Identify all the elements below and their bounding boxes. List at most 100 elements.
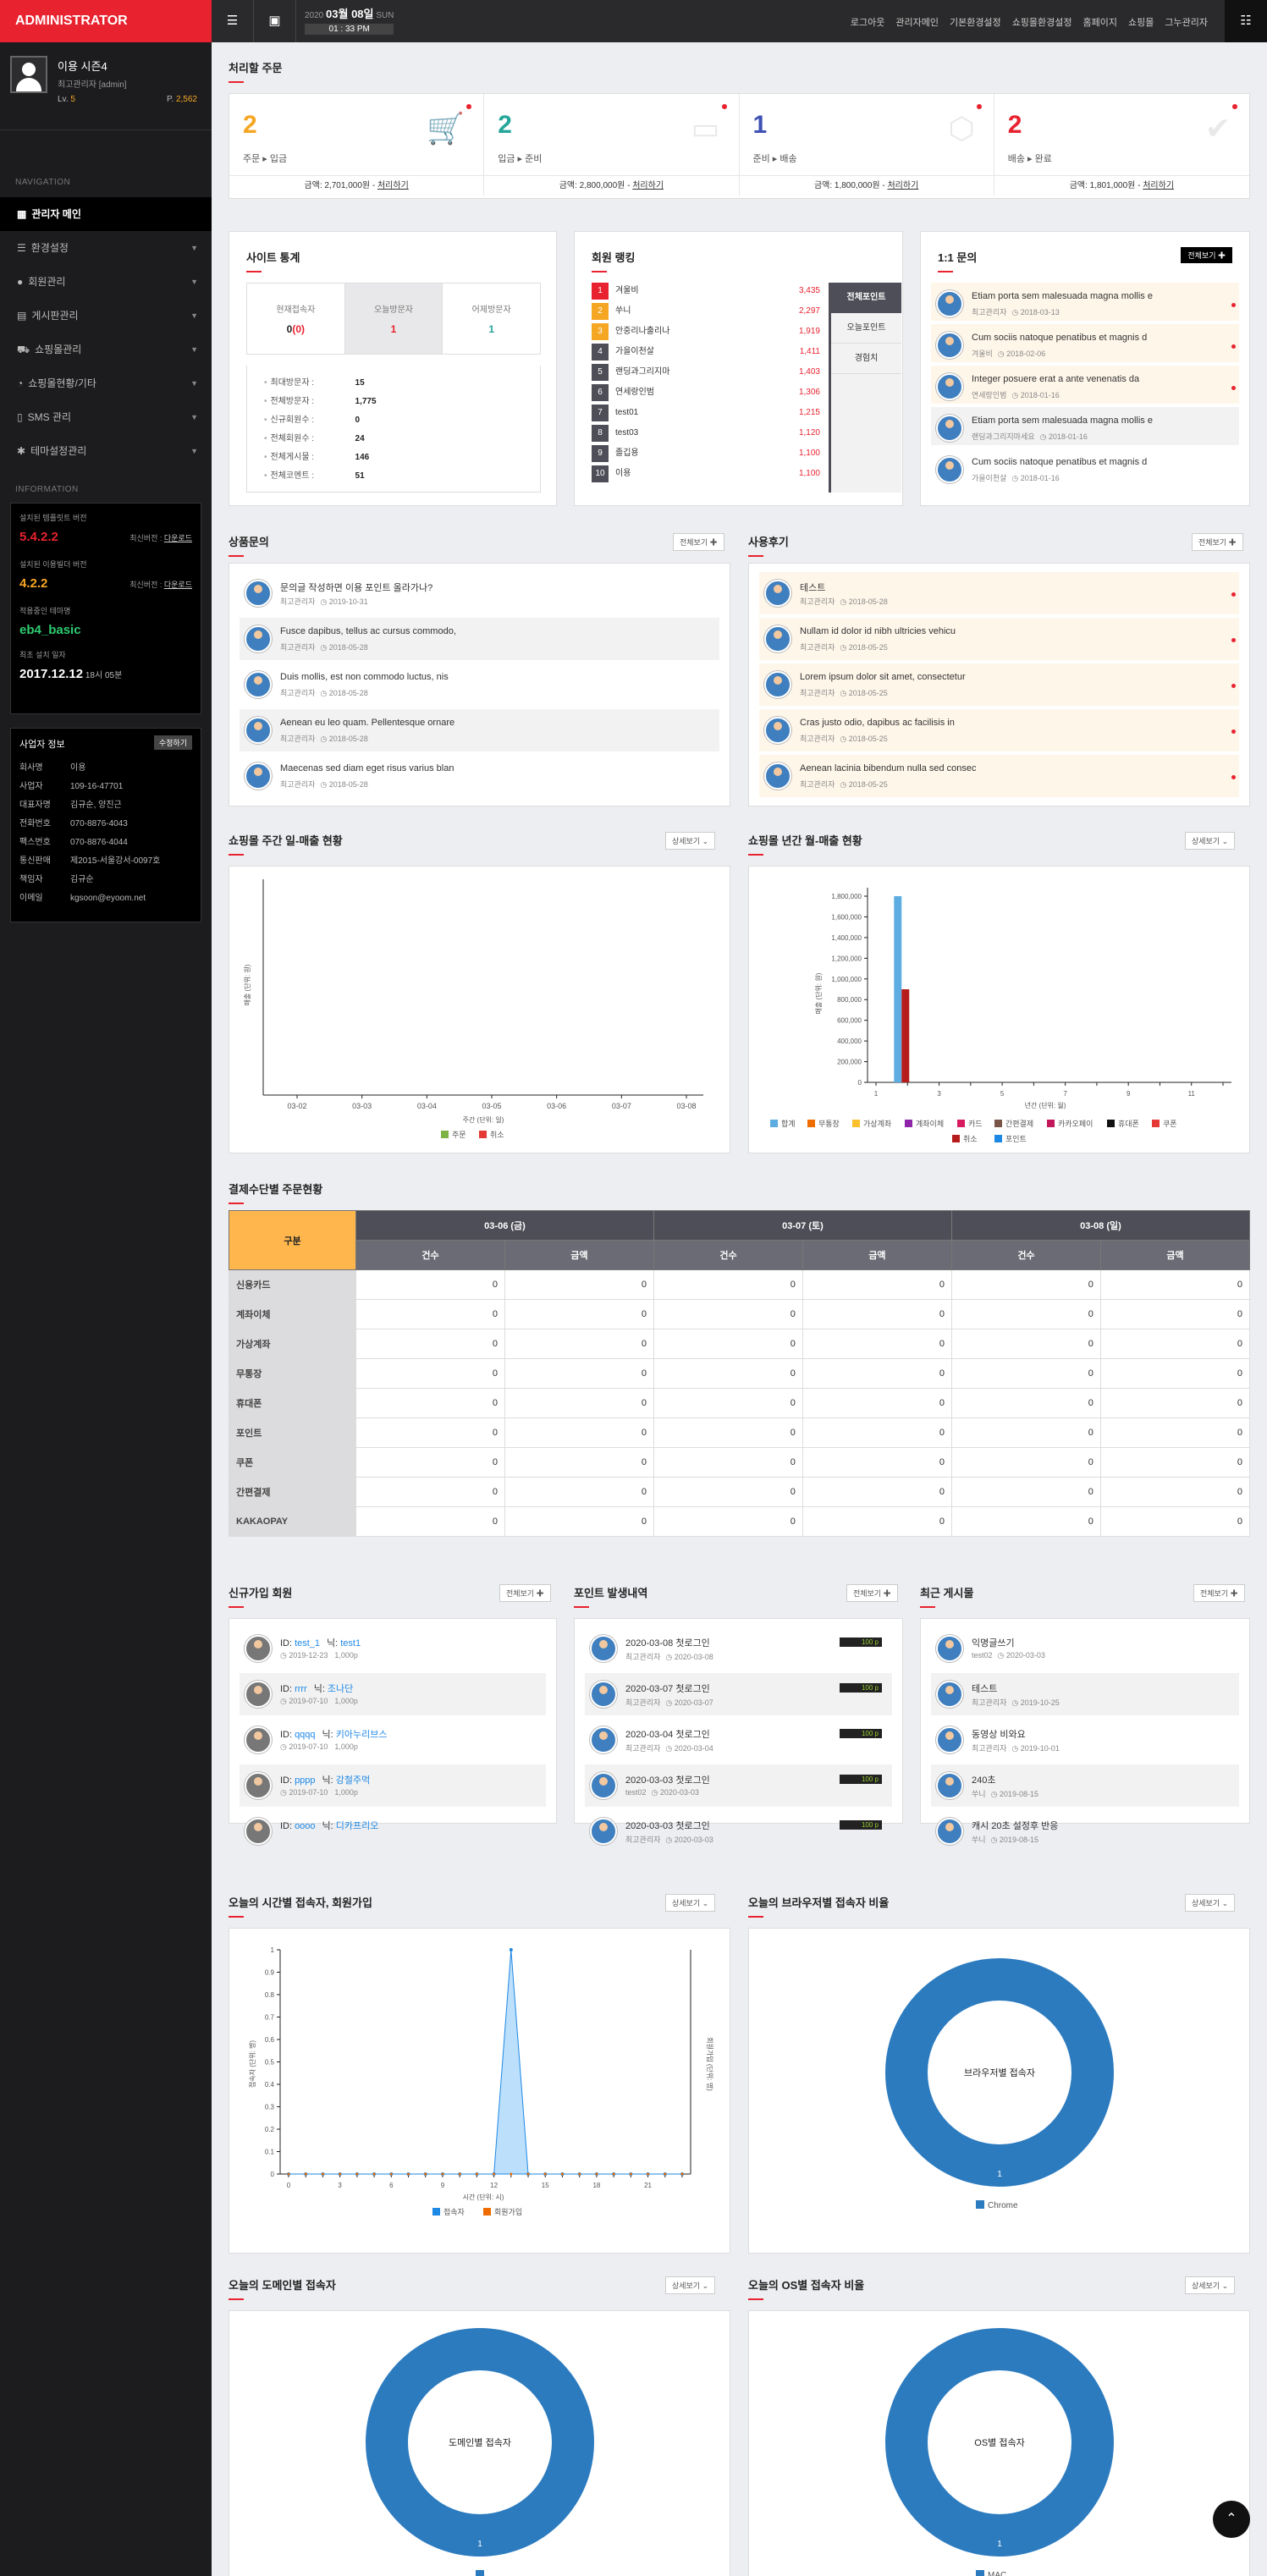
hourly-detail-button[interactable]: 상세보기 ⌄ [665, 1894, 716, 1912]
rank-row[interactable]: 4 가을이천살 1,411 [592, 344, 820, 363]
nav-admin-main[interactable]: ▦ 관리자 메인 [0, 197, 212, 231]
goodsqa-more-button[interactable]: 전체보기 ✚ [673, 533, 724, 551]
process-link[interactable]: 처리하기 [377, 181, 409, 190]
data-point[interactable] [647, 2172, 650, 2176]
data-point[interactable] [441, 2172, 444, 2176]
os-detail-button[interactable]: 상세보기 ⌄ [1185, 2276, 1236, 2294]
ranking-tab[interactable]: 전체포인트 [831, 283, 901, 313]
bar[interactable] [901, 989, 910, 1082]
list-item[interactable]: 2020-03-03 첫로그인 최고관리자 ◷ 2020-03-03 100 p [585, 1810, 892, 1852]
avatar[interactable] [10, 56, 47, 93]
list-item[interactable]: 문의글 작성하면 이용 포인트 올라가나? 최고관리자 ◷ 2019-10-31 [240, 572, 719, 614]
list-item[interactable]: 2020-03-04 첫로그인 최고관리자 ◷ 2020-03-04 100 p [585, 1719, 892, 1761]
admin-main-link[interactable]: 관리자메인 [895, 18, 939, 28]
review-more-button[interactable]: 전체보기 ✚ [1192, 533, 1243, 551]
donut-slice[interactable] [885, 1958, 1114, 2187]
data-point[interactable] [612, 2172, 615, 2176]
data-point[interactable] [560, 2172, 564, 2176]
order-stage-card[interactable]: 2 주문 ▸ 입금 🛒 금액: 2,701,000원 - 처리하기 [229, 94, 485, 195]
rank-row[interactable]: 5 랜딩과그리지마 1,403 [592, 364, 820, 383]
data-point[interactable] [407, 2172, 410, 2176]
list-item[interactable]: Duis mollis, est non commodo luctus, nis… [240, 663, 719, 706]
gnu-admin-link[interactable]: 그누관리자 [1165, 18, 1208, 28]
edit-business-button[interactable]: 수정하기 [153, 735, 192, 750]
list-item[interactable]: Lorem ipsum dolor sit amet, consectetur 최… [759, 663, 1239, 706]
shop-link[interactable]: 쇼핑몰 [1128, 18, 1154, 28]
data-point[interactable] [493, 2172, 496, 2176]
rank-row[interactable]: 10 이용 1,100 [592, 465, 820, 485]
nav-theme[interactable]: ✱ 테마설정관리 ▼ [0, 434, 212, 468]
order-stage-card[interactable]: 2 입금 ▸ 준비 ▭ 금액: 2,800,000원 - 처리하기 [484, 94, 740, 195]
logout-link[interactable]: 로그아웃 [850, 18, 885, 28]
list-item[interactable]: 2020-03-03 첫로그인 test02 ◷ 2020-03-03 100 p [585, 1764, 892, 1807]
list-item[interactable]: Aenean lacinia bibendum nulla sed consec… [759, 755, 1239, 797]
data-point[interactable] [680, 2172, 684, 2176]
rank-row[interactable]: 1 겨울비 3,435 [592, 283, 820, 302]
list-item[interactable]: 2020-03-07 첫로그인 최고관리자 ◷ 2020-03-07 100 p [585, 1673, 892, 1715]
list-item[interactable]: 동영상 비와요 최고관리자 ◷ 2019-10-01 [931, 1719, 1239, 1761]
list-item[interactable]: Aenean eu leo quam. Pellentesque ornare 최… [240, 709, 719, 751]
list-item[interactable]: Cum sociis natoque penatibus et magnis d… [931, 324, 1239, 362]
calendar-icon[interactable]: ▣ [254, 0, 296, 42]
data-point[interactable] [510, 2172, 513, 2176]
data-point[interactable] [304, 2172, 307, 2176]
nav-boards[interactable]: ▤ 게시판관리 ▼ [0, 299, 212, 333]
download-link[interactable]: 다운로드 [163, 534, 192, 542]
homepage-link[interactable]: 홈페이지 [1082, 18, 1118, 28]
recent-more-button[interactable]: 전체보기 ✚ [1193, 1584, 1245, 1602]
data-point[interactable] [578, 2172, 581, 2176]
data-point[interactable] [629, 2172, 632, 2176]
list-item[interactable]: 테스트 최고관리자 ◷ 2019-10-25 [931, 1673, 1239, 1715]
data-point[interactable] [389, 2172, 393, 2176]
browser-detail-button[interactable]: 상세보기 ⌄ [1185, 1894, 1236, 1912]
shop-settings-link[interactable]: 쇼핑몰환경설정 [1011, 18, 1072, 28]
data-point[interactable] [287, 2172, 290, 2176]
bar[interactable] [894, 896, 902, 1082]
newmem-more-button[interactable]: 전체보기 ✚ [499, 1584, 551, 1602]
process-link[interactable]: 처리하기 [887, 181, 919, 190]
list-item[interactable]: ID: pppp 닉: 강철주먹 ◷ 2019-07-10 1,000p [240, 1764, 546, 1807]
order-stage-card[interactable]: 2 배송 ▸ 완료 ✔ 금액: 1,801,000원 - 처리하기 [994, 94, 1249, 195]
menu-icon[interactable]: ☰ [212, 0, 254, 42]
process-link[interactable]: 처리하기 [632, 181, 664, 190]
order-stage-card[interactable]: 1 준비 ▸ 배송 ⬡ 금액: 1,800,000원 - 처리하기 [739, 94, 994, 195]
rank-row[interactable]: 3 안중리나출리나 1,919 [592, 323, 820, 343]
data-point[interactable] [595, 2172, 598, 2176]
list-item[interactable]: Etiam porta sem malesuada magna mollis e… [931, 407, 1239, 445]
list-item[interactable]: 익명글쓰기 test02 ◷ 2020-03-03 [931, 1627, 1239, 1670]
data-point[interactable] [526, 2172, 530, 2176]
data-point[interactable] [458, 2172, 461, 2176]
list-item[interactable]: 캐시 20초 설정후 반응 쑤니 ◷ 2019-08-15 [931, 1810, 1239, 1852]
data-point[interactable] [339, 2172, 342, 2176]
basic-settings-link[interactable]: 기본환경설정 [949, 18, 1001, 28]
rank-row[interactable]: 8 test03 1,120 [592, 425, 820, 444]
rank-row[interactable]: 2 쑤니 2,297 [592, 303, 820, 322]
list-item[interactable]: ID: test_1 닉: test1 ◷ 2019-12-23 1,000p [240, 1627, 546, 1670]
data-point[interactable] [372, 2172, 376, 2176]
list-item[interactable]: 240초 쑤니 ◷ 2019-08-15 [931, 1764, 1239, 1807]
scroll-top-button[interactable]: ⌃ [1213, 2501, 1250, 2538]
list-item[interactable]: ID: rrrr 닉: 조나단 ◷ 2019-07-10 1,000p [240, 1673, 546, 1715]
list-item[interactable]: Etiam porta sem malesuada magna mollis e… [931, 283, 1239, 321]
ranking-tab[interactable]: 오늘포인트 [831, 313, 901, 344]
right-menu-icon[interactable]: ☷ [1225, 0, 1267, 42]
list-item[interactable]: Cras justo odio, dapibus ac facilisis in… [759, 709, 1239, 751]
nav-sms[interactable]: ▯ SMS 관리 ▼ [0, 400, 212, 434]
list-item[interactable]: ID: qqqq 닉: 키아누리브스 ◷ 2019-07-10 1,000p [240, 1719, 546, 1761]
donut-slice[interactable] [885, 2328, 1114, 2557]
data-point[interactable] [321, 2172, 324, 2176]
rank-row[interactable]: 9 졸깁용 1,100 [592, 445, 820, 465]
weekly-detail-button[interactable]: 상세보기 ⌄ [665, 832, 716, 850]
rank-row[interactable]: 7 test01 1,215 [592, 405, 820, 424]
pointlog-more-button[interactable]: 전체보기 ✚ [846, 1584, 898, 1602]
data-point[interactable] [475, 2172, 478, 2176]
rank-row[interactable]: 6 연세랑인범 1,306 [592, 384, 820, 404]
data-point[interactable] [424, 2172, 427, 2176]
list-item[interactable]: Integer posuere erat a ante venenatis da… [931, 366, 1239, 404]
download-link[interactable]: 다운로드 [163, 581, 192, 589]
data-point[interactable] [664, 2172, 667, 2176]
yearly-detail-button[interactable]: 상세보기 ⌄ [1185, 832, 1236, 850]
process-link[interactable]: 처리하기 [1143, 181, 1175, 190]
list-item[interactable]: Maecenas sed diam eget risus varius blan… [240, 755, 719, 797]
data-point[interactable] [509, 1948, 513, 1951]
